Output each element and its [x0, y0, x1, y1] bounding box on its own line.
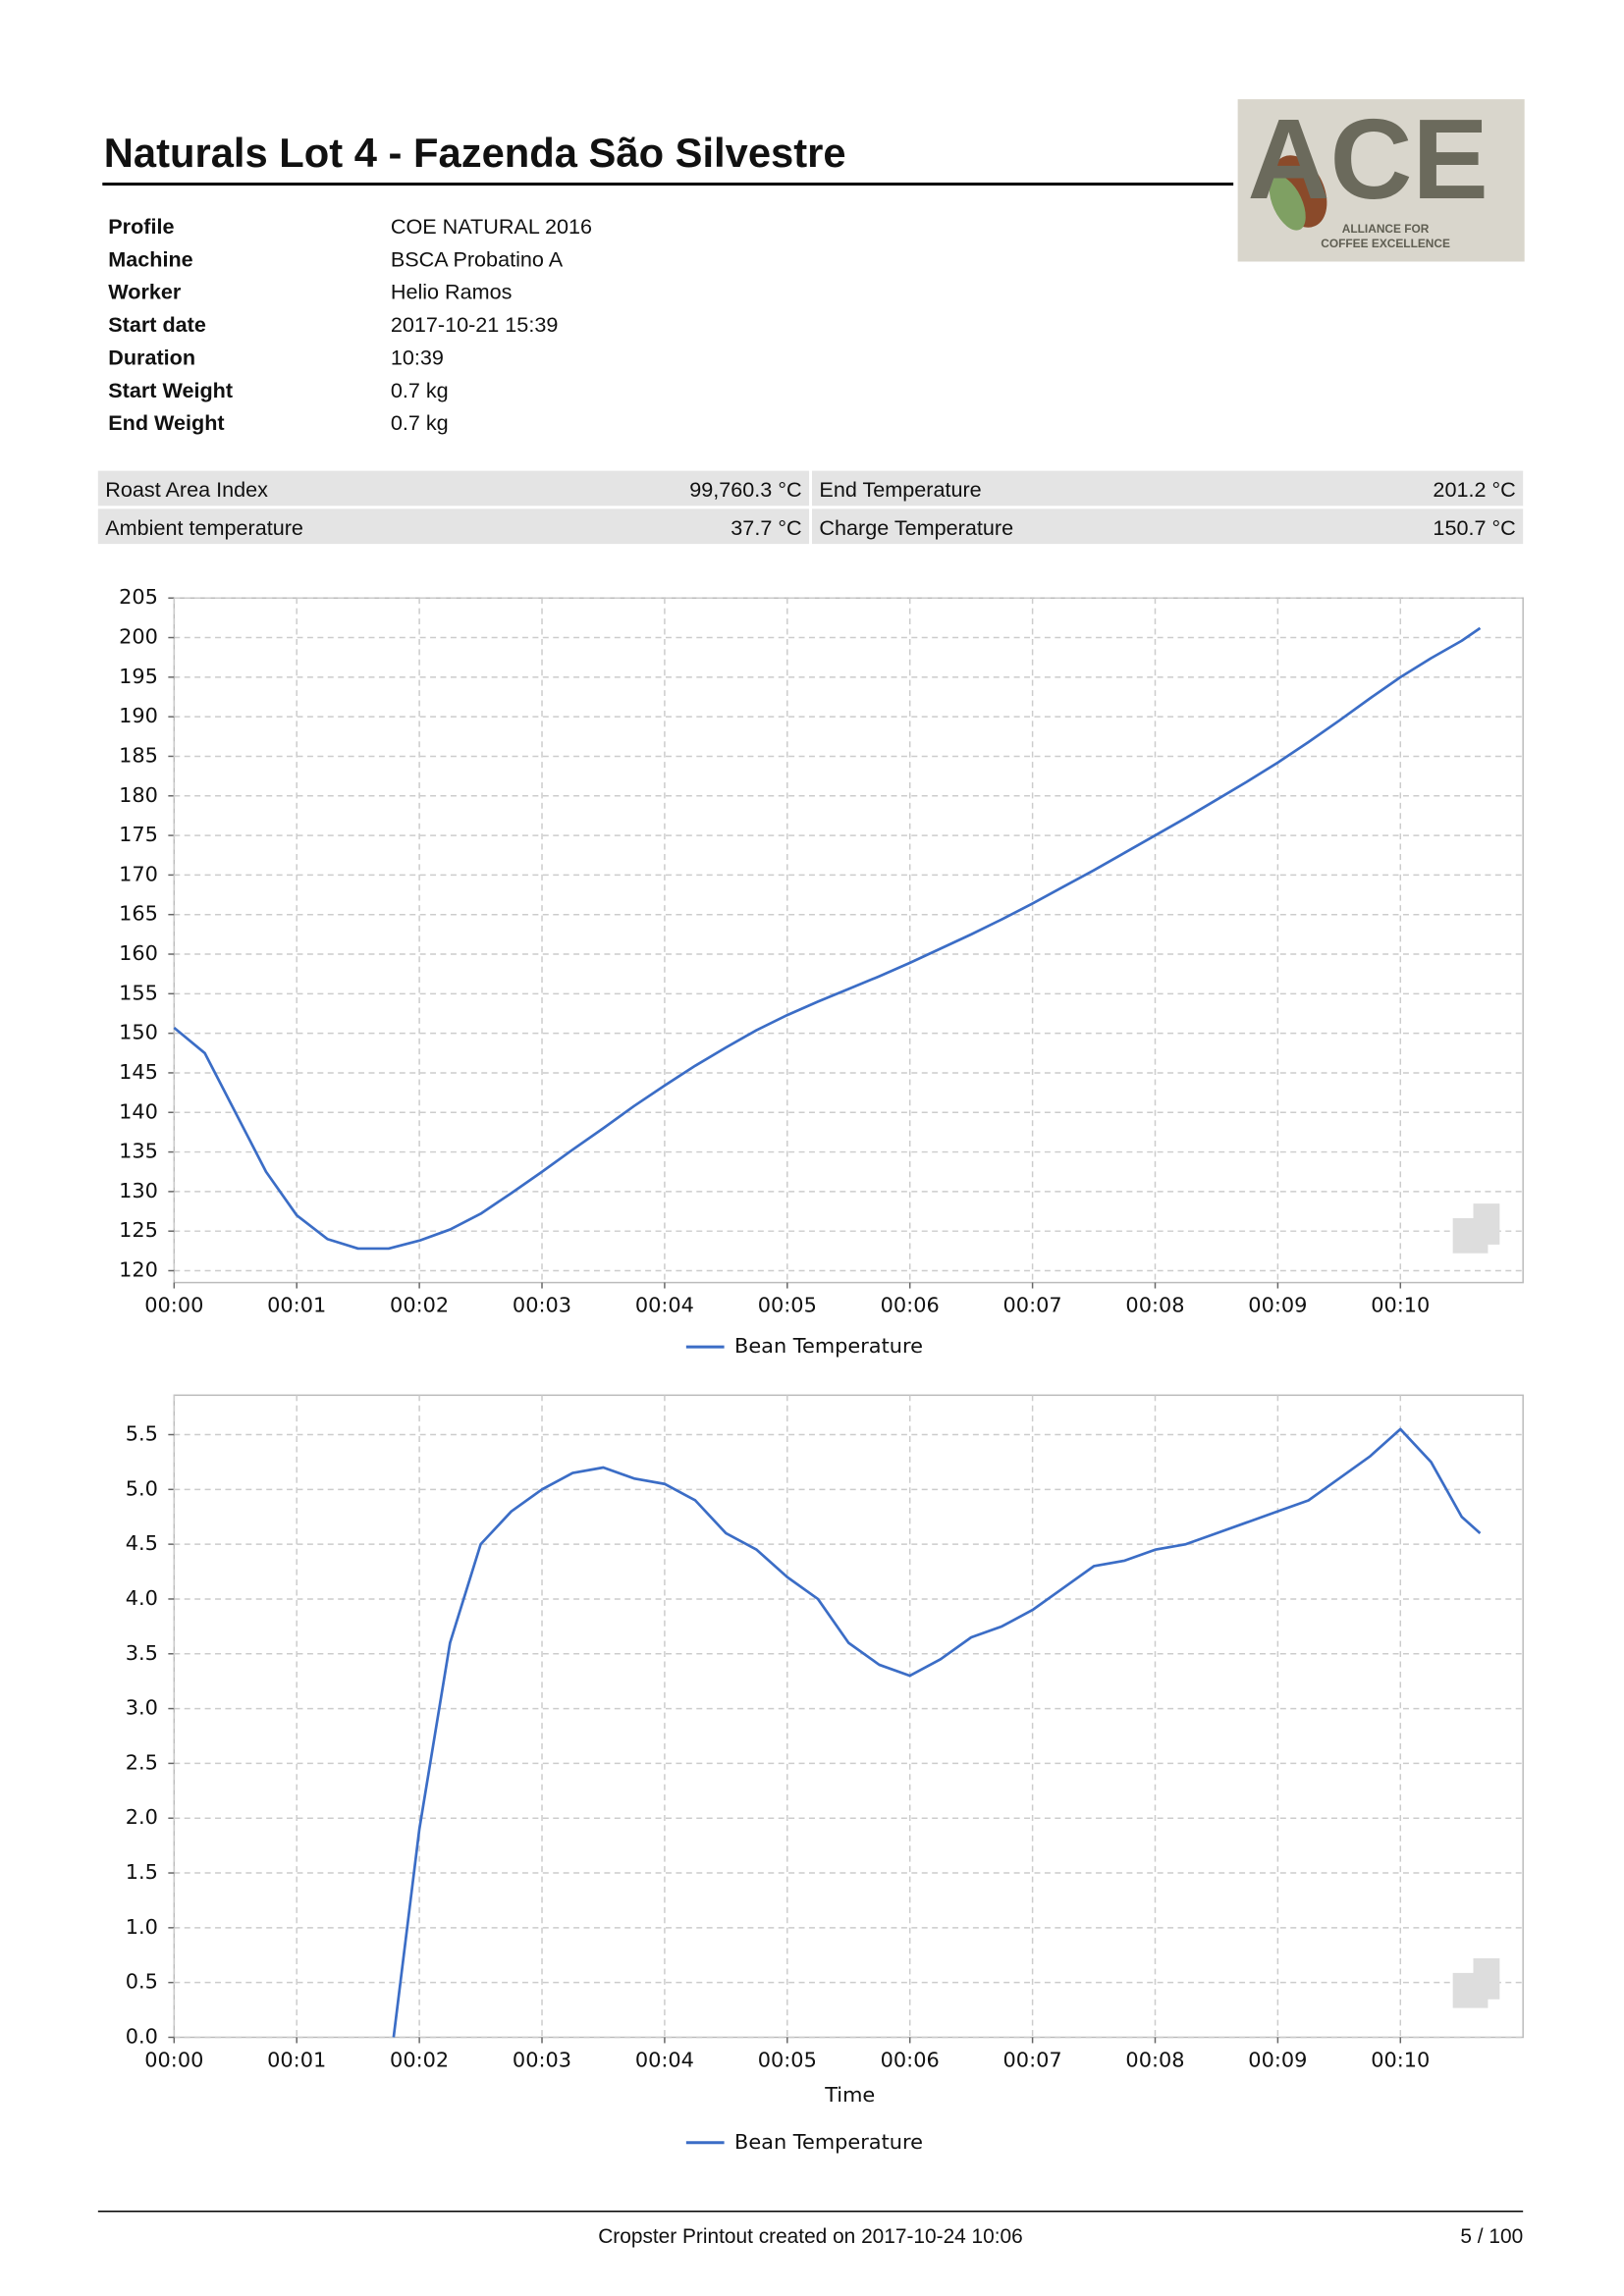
- y-tick-label: 4.5: [126, 1531, 158, 1555]
- y-tick-label: 160: [119, 941, 158, 965]
- stats-label: End Temperature: [819, 477, 981, 502]
- legend-label: Bean Temperature: [734, 2130, 923, 2154]
- y-tick-label: 4.0: [126, 1586, 158, 1610]
- x-tick-label: 00:04: [635, 2048, 694, 2071]
- x-axis-label: Time: [824, 2083, 875, 2107]
- x-tick-label: 00:07: [1003, 2048, 1062, 2071]
- x-tick-label: 00:04: [635, 1293, 694, 1316]
- y-tick-label: 195: [119, 665, 158, 688]
- x-tick-label: 00:06: [881, 1293, 940, 1316]
- stats-value: 201.2 °C: [1433, 477, 1515, 502]
- y-tick-label: 155: [119, 981, 158, 1004]
- watermark: [1452, 1958, 1500, 2008]
- y-tick-label: 135: [119, 1140, 158, 1163]
- stats-cell: [97, 508, 810, 545]
- y-tick-label: 1.0: [126, 1915, 158, 1939]
- logo-text: ACE: [1248, 95, 1489, 223]
- info-value: 10:39: [391, 345, 444, 369]
- stats-cell: [812, 508, 1524, 545]
- y-tick-label: 125: [119, 1218, 158, 1242]
- info-value: 0.7 kg: [391, 410, 449, 435]
- x-tick-label: 00:00: [144, 2048, 203, 2071]
- info-table: Profile COE NATURAL 2016 Machine BSCA Proba…: [108, 214, 592, 435]
- watermark: [1452, 1203, 1500, 1254]
- x-tick-label: 00:09: [1248, 1293, 1307, 1316]
- x-tick-label: 00:06: [881, 2048, 940, 2071]
- y-tick-label: 140: [119, 1099, 158, 1123]
- x-tick-label: 00:10: [1371, 2048, 1430, 2071]
- info-value: COE NATURAL 2016: [391, 214, 592, 239]
- info-label: Worker: [108, 280, 182, 304]
- info-label: Start Weight: [108, 378, 233, 402]
- y-tick-label: 145: [119, 1060, 158, 1084]
- info-label: End Weight: [108, 410, 224, 435]
- y-tick-label: 200: [119, 625, 158, 649]
- x-tick-label: 00:09: [1248, 2048, 1307, 2071]
- info-label: Start date: [108, 312, 206, 337]
- info-value: Helio Ramos: [391, 280, 513, 304]
- stats-table: Roast Area Index 99,760.3 °C End Temperatu…: [97, 470, 1524, 545]
- y-tick-label: 190: [119, 704, 158, 727]
- x-tick-label: 00:03: [513, 2048, 571, 2071]
- x-tick-label: 00:01: [267, 1293, 326, 1316]
- info-label: Duration: [108, 345, 195, 369]
- y-tick-label: 0.0: [126, 2024, 158, 2048]
- x-tick-label: 00:05: [758, 1293, 817, 1316]
- y-tick-label: 2.0: [126, 1805, 158, 1829]
- stats-value: 99,760.3 °C: [689, 477, 801, 502]
- stats-value: 150.7 °C: [1433, 515, 1515, 540]
- info-value: 2017-10-21 15:39: [391, 312, 559, 337]
- y-tick-label: 120: [119, 1257, 158, 1281]
- line-series: [392, 1427, 1482, 2038]
- y-tick-label: 205: [119, 585, 158, 609]
- stats-value: 37.7 °C: [731, 515, 801, 540]
- page-number: 5 / 100: [1460, 2225, 1523, 2248]
- info-label: Profile: [108, 214, 174, 239]
- x-tick-label: 00:01: [267, 2048, 326, 2071]
- y-tick-label: 180: [119, 783, 158, 807]
- x-tick-label: 00:00: [144, 1293, 203, 1316]
- y-tick-label: 1.5: [126, 1860, 158, 1884]
- info-label: Machine: [108, 246, 192, 271]
- y-tick-label: 130: [119, 1179, 158, 1202]
- y-tick-label: 185: [119, 743, 158, 767]
- y-tick-label: 170: [119, 862, 158, 885]
- logo-subtitle: COFFEE EXCELLENCE: [1321, 237, 1450, 250]
- stats-label: Ambient temperature: [105, 515, 303, 540]
- stats-cell: [97, 470, 810, 507]
- stats-label: Roast Area Index: [105, 477, 268, 502]
- y-tick-label: 5.5: [126, 1422, 158, 1446]
- info-value: 0.7 kg: [391, 378, 449, 402]
- stats-label: Charge Temperature: [819, 515, 1013, 540]
- y-tick-label: 3.5: [126, 1641, 158, 1665]
- x-tick-label: 00:10: [1371, 1293, 1430, 1316]
- x-tick-label: 00:08: [1125, 1293, 1184, 1316]
- y-tick-label: 3.0: [126, 1696, 158, 1720]
- logo: ACE ALLIANCE FOR COFFEE EXCELLENCE: [1237, 95, 1525, 262]
- x-tick-label: 00:07: [1003, 1293, 1062, 1316]
- x-tick-label: 00:08: [1125, 2048, 1184, 2071]
- plot-area: [173, 1394, 1524, 2039]
- y-tick-label: 5.0: [126, 1476, 158, 1500]
- logo-subtitle: ALLIANCE FOR: [1342, 222, 1430, 236]
- y-tick-label: 0.5: [126, 1970, 158, 1994]
- y-tick-label: 175: [119, 823, 158, 846]
- info-value: BSCA Probatino A: [391, 246, 564, 271]
- logo-leaf: [1269, 176, 1306, 231]
- x-tick-label: 00:02: [390, 2048, 449, 2071]
- x-tick-label: 00:02: [390, 1293, 449, 1316]
- x-tick-label: 00:03: [513, 1293, 571, 1316]
- plot-area: [173, 597, 1524, 1284]
- y-tick-label: 2.5: [126, 1750, 158, 1774]
- title: Naturals Lot 4 - Fazenda São Silvestre: [104, 130, 846, 176]
- charts: 120 125 130 135 140 145 150 155 160 165 170 175 180 1…: [119, 585, 1524, 2154]
- y-tick-label: 165: [119, 902, 158, 926]
- x-tick-label: 00:05: [758, 2048, 817, 2071]
- legend-label: Bean Temperature: [734, 1334, 923, 1358]
- footer-text: Cropster Printout created on 2017-10-24 …: [598, 2225, 1023, 2248]
- line-series: [173, 626, 1482, 1251]
- stats-cell: [812, 470, 1524, 507]
- y-tick-label: 150: [119, 1021, 158, 1044]
